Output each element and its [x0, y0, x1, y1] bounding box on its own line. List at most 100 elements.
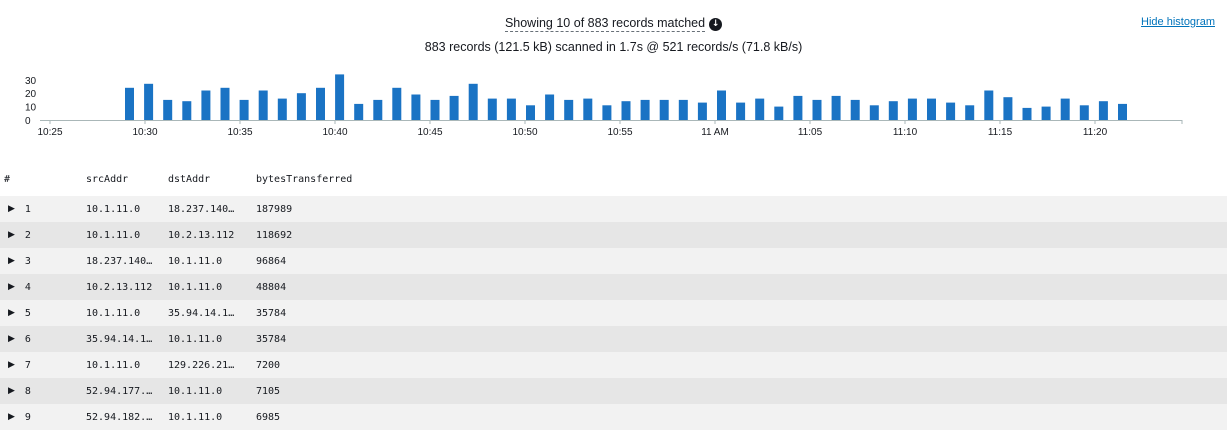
info-icon[interactable]: ↓: [709, 17, 723, 31]
x-tick-label: 11:15: [988, 127, 1013, 138]
expand-caret-icon[interactable]: ▶: [8, 360, 15, 370]
dst-addr-cell: 10.1.11.0: [168, 411, 223, 423]
header-srcaddr[interactable]: srcAddr: [86, 173, 129, 185]
histogram-bar: [526, 105, 535, 120]
histogram-bar: [564, 99, 574, 120]
x-tick-label: 10:40: [322, 127, 347, 138]
expand-caret-icon[interactable]: ▶: [8, 334, 15, 344]
dst-addr-cell: 10.2.13.112: [168, 229, 235, 241]
dst-addr-cell: 18.237.140…: [168, 203, 235, 215]
row-index: ▶ 9: [0, 412, 86, 423]
bytes-cell: 6985: [256, 411, 281, 423]
row-number: 2: [24, 229, 31, 241]
dst-addr-cell: 129.226.21…: [168, 359, 235, 371]
expand-caret-icon[interactable]: ▶: [8, 204, 15, 214]
bytes-cell: 48804: [256, 281, 287, 293]
hide-histogram-link[interactable]: Hide histogram: [1141, 16, 1215, 28]
histogram-bar: [678, 99, 688, 120]
y-tick-label: 0: [25, 116, 31, 127]
histogram-bar: [449, 95, 459, 120]
histogram-bar: [1060, 98, 1070, 120]
expand-caret-icon[interactable]: ▶: [8, 230, 15, 240]
row-index: ▶ 7: [0, 360, 86, 371]
histogram-bar: [717, 90, 726, 120]
src-addr-cell: 35.94.14.1…: [86, 333, 153, 345]
results-table: # srcAddr dstAddr bytesTransferred ▶ 1 10.…: [0, 162, 1227, 430]
table-body: ▶ 1 10.1.11.0 18.237.140… 187989 ▶ 2 10.1.11.0 1…: [0, 196, 1227, 430]
table-row[interactable]: ▶ 9 52.94.182.… 10.1.11.0 6985: [0, 404, 1227, 430]
bytes-cell: 118692: [256, 229, 293, 241]
dst-addr-cell: 35.94.14.1…: [168, 307, 235, 319]
histogram-bar: [220, 87, 230, 120]
y-tick-label: 20: [25, 89, 37, 100]
histogram-bar: [1098, 101, 1108, 120]
histogram-bar: [545, 94, 555, 120]
x-tick-label: 10:25: [37, 127, 62, 138]
header-dstaddr[interactable]: dstAddr: [168, 173, 211, 185]
histogram-bar: [239, 99, 249, 120]
table-row[interactable]: ▶ 8 52.94.177.… 10.1.11.0 7105: [0, 378, 1227, 404]
histogram-bar: [487, 98, 497, 120]
row-index: ▶ 6: [0, 334, 86, 345]
histogram-bar: [392, 87, 402, 120]
histogram-bar: [640, 99, 650, 120]
src-addr-cell: 18.237.140…: [86, 255, 153, 267]
x-tick-label: 10:55: [607, 127, 632, 138]
expand-caret-icon[interactable]: ▶: [8, 412, 15, 422]
row-number: 7: [24, 359, 31, 371]
records-summary: Showing 10 of 883 records matched ↓: [0, 16, 1227, 32]
src-addr-cell: 10.1.11.0: [86, 203, 141, 215]
histogram-bar: [1079, 105, 1089, 120]
histogram-bar: [831, 95, 841, 120]
expand-caret-icon[interactable]: ▶: [8, 256, 15, 266]
bytes-cell: 35784: [256, 333, 287, 345]
row-number: 4: [24, 281, 31, 293]
table-header: # srcAddr dstAddr bytesTransferred: [0, 162, 1227, 196]
histogram-bar: [927, 98, 936, 120]
histogram-bar: [506, 98, 516, 120]
records-matched-text[interactable]: Showing 10 of 883 records matched: [504, 16, 706, 32]
expand-caret-icon[interactable]: ▶: [8, 308, 15, 318]
table-row[interactable]: ▶ 2 10.1.11.0 10.2.13.112 118692: [0, 222, 1227, 248]
histogram-bar: [144, 83, 154, 120]
histogram-bar: [1003, 97, 1013, 120]
table-row[interactable]: ▶ 4 10.2.13.112 10.1.11.0 48804: [0, 274, 1227, 300]
src-addr-cell: 10.1.11.0: [86, 307, 141, 319]
histogram-bar: [468, 83, 478, 120]
histogram-chart: 30 20 10 0 10:25 10:30 10:35 10:40 10:45 10:50 10:…: [25, 74, 1183, 138]
table-row[interactable]: ▶ 7 10.1.11.0 129.226.21… 7200: [0, 352, 1227, 378]
histogram-bar: [296, 93, 306, 120]
table-row[interactable]: ▶ 1 10.1.11.0 18.237.140… 187989: [0, 196, 1227, 222]
histogram-bar: [373, 99, 383, 120]
histogram-bar: [316, 87, 325, 120]
table-row[interactable]: ▶ 6 35.94.14.1… 10.1.11.0 35784: [0, 326, 1227, 352]
row-index: ▶ 1: [0, 204, 86, 215]
row-number: 9: [24, 411, 31, 423]
src-addr-cell: 10.1.11.0: [86, 359, 141, 371]
bytes-cell: 187989: [256, 203, 293, 215]
src-addr-cell: 10.2.13.112: [86, 281, 153, 293]
dst-addr-cell: 10.1.11.0: [168, 333, 223, 345]
x-tick-label: 10:35: [227, 127, 252, 138]
table-row[interactable]: ▶ 5 10.1.11.0 35.94.14.1… 35784: [0, 300, 1227, 326]
x-tick-label: 11:20: [1083, 127, 1108, 138]
src-addr-cell: 52.94.177.…: [86, 385, 153, 397]
dst-addr-cell: 10.1.11.0: [168, 255, 223, 267]
histogram-bar: [335, 74, 345, 120]
bytes-cell: 96864: [256, 255, 287, 267]
row-number: 5: [24, 307, 31, 319]
expand-caret-icon[interactable]: ▶: [8, 282, 15, 292]
x-tick-label: 10:45: [417, 127, 442, 138]
histogram-bar: [965, 105, 975, 120]
histogram-bar: [774, 106, 784, 120]
histogram-bar: [163, 99, 173, 120]
histogram-bar: [354, 103, 364, 120]
bytes-cell: 7105: [256, 385, 281, 397]
table-row[interactable]: ▶ 3 18.237.140… 10.1.11.0 96864: [0, 248, 1227, 274]
bytes-cell: 35784: [256, 307, 287, 319]
dst-addr-cell: 10.1.11.0: [168, 385, 223, 397]
histogram-bar: [258, 90, 268, 120]
header-bytes[interactable]: bytesTransferred: [256, 173, 353, 185]
histogram-bar: [888, 101, 898, 120]
expand-caret-icon[interactable]: ▶: [8, 386, 15, 396]
